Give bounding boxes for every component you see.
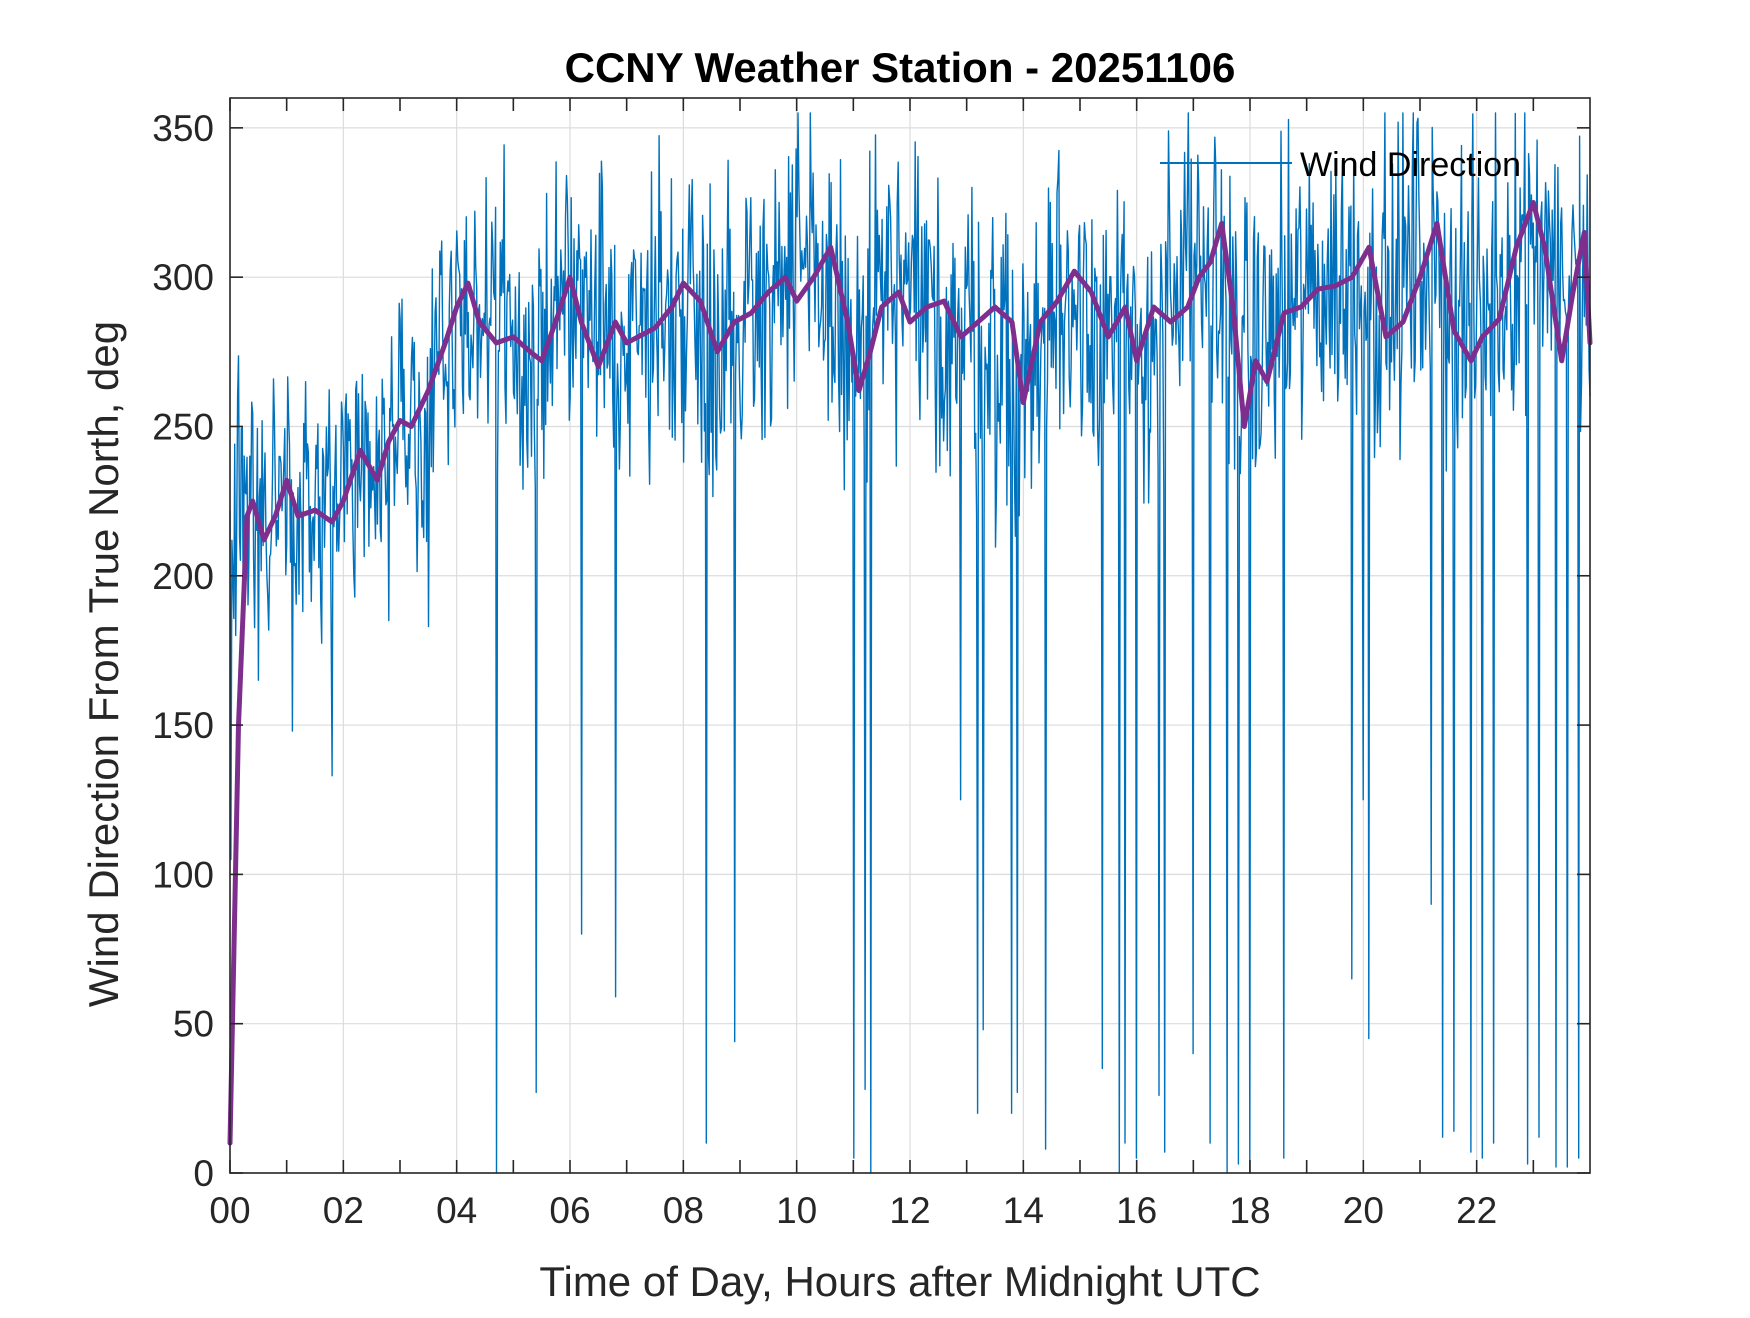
y-tick-label: 0 <box>193 1153 214 1194</box>
y-tick-label: 300 <box>152 257 214 298</box>
y-axis-label: Wind Direction From True North, deg <box>80 321 127 1007</box>
x-tick-label: 14 <box>1003 1190 1044 1231</box>
x-tick-label: 10 <box>776 1190 817 1231</box>
x-tick-label: 18 <box>1229 1190 1270 1231</box>
y-tick-label: 250 <box>152 406 214 447</box>
tick-labels: 00 02 04 06 08 10 12 14 16 18 20 22 0 50 100 150 200 250 3… <box>152 108 1497 1231</box>
x-tick-label: 02 <box>323 1190 364 1231</box>
wind-direction-line <box>229 112 1591 1174</box>
series-smoothed <box>227 200 1593 1146</box>
x-tick-label: 04 <box>436 1190 477 1231</box>
chart-title: CCNY Weather Station - 20251106 <box>565 44 1236 91</box>
x-axis-label: Time of Day, Hours after Midnight UTC <box>539 1258 1260 1305</box>
y-tick-label: 50 <box>173 1004 214 1045</box>
y-tick-label: 150 <box>152 705 214 746</box>
legend-label-wind-direction: Wind Direction <box>1300 146 1521 184</box>
y-tick-label: 200 <box>152 556 214 597</box>
series-wind-direction <box>229 112 1591 1174</box>
legend: Wind Direction <box>1160 146 1521 184</box>
x-tick-label: 22 <box>1456 1190 1497 1231</box>
x-tick-label: 00 <box>209 1190 250 1231</box>
axes <box>229 97 1591 1174</box>
smoothed-wind-direction-line <box>227 200 1593 1146</box>
x-tick-label: 08 <box>663 1190 704 1231</box>
x-tick-label: 12 <box>889 1190 930 1231</box>
x-tick-label: 16 <box>1116 1190 1157 1231</box>
x-tick-label: 20 <box>1343 1190 1384 1231</box>
x-tick-label: 06 <box>549 1190 590 1231</box>
y-tick-label: 100 <box>152 854 214 895</box>
y-tick-label: 350 <box>152 108 214 149</box>
